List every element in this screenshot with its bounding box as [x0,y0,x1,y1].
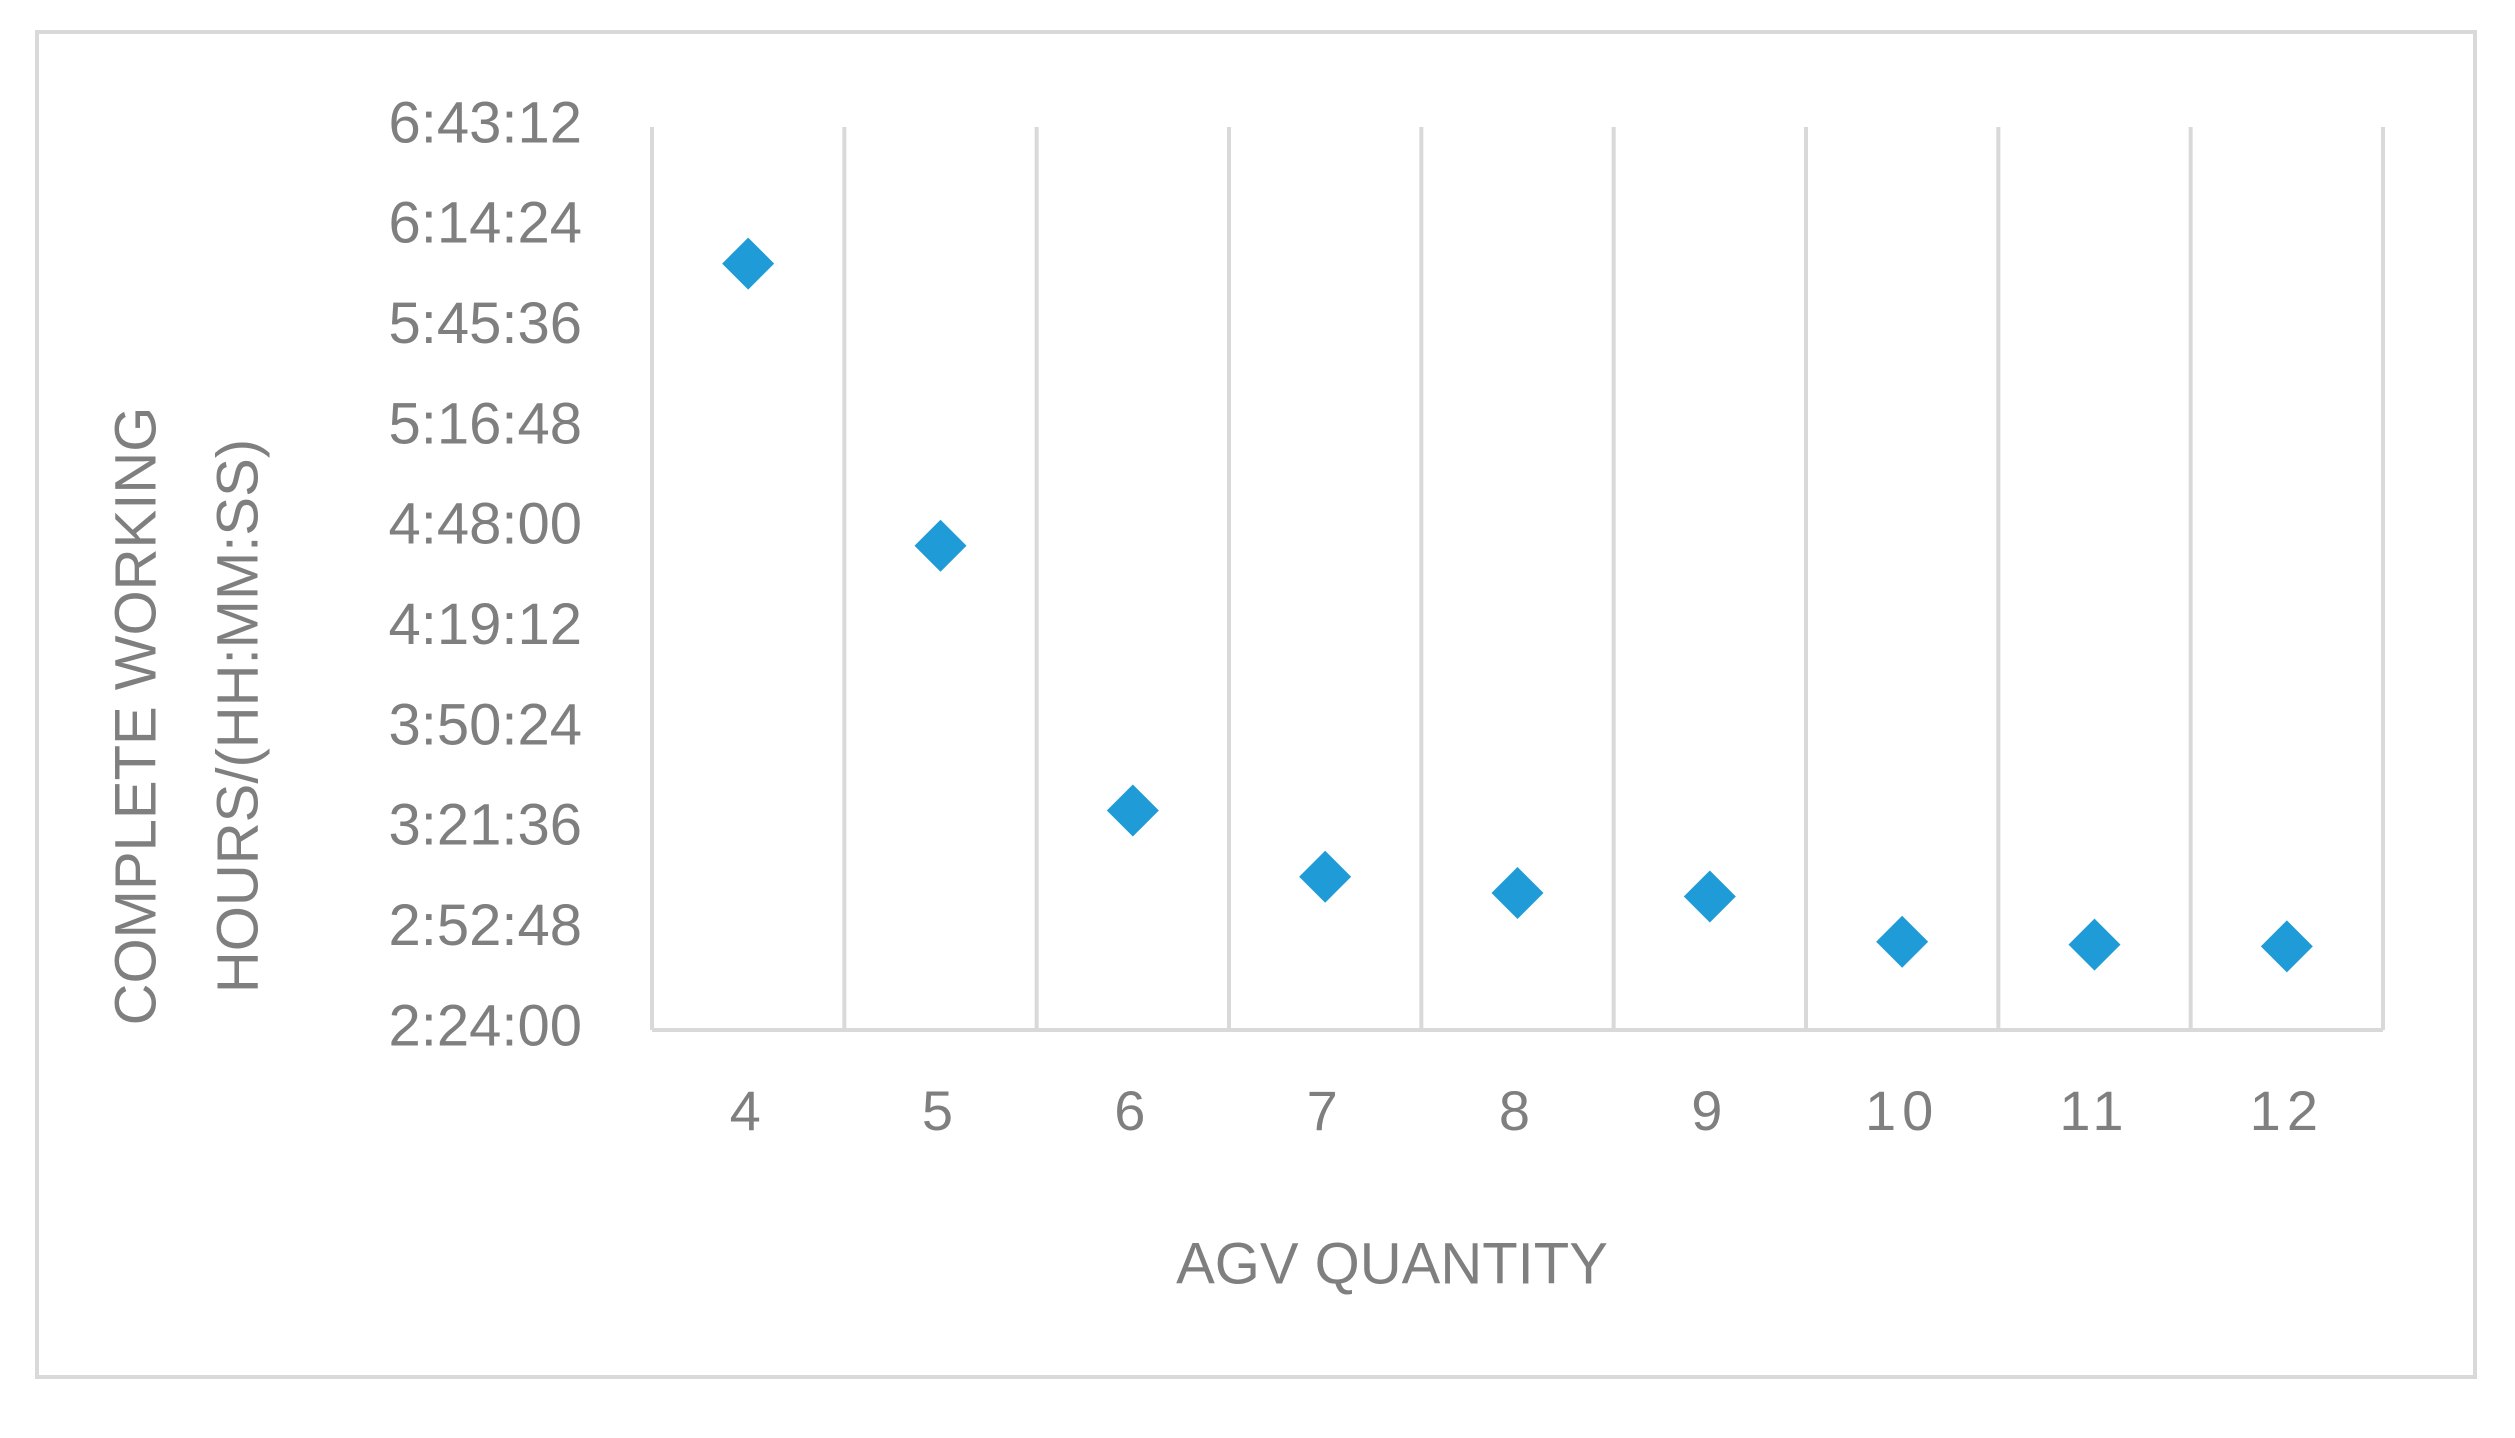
y-tick-label: 3:50:24 [388,692,582,757]
y-axis-title-line: COMPLETE WORKING [103,407,168,1026]
y-axis-title-line: HOURS/(HH:MM:SS) [205,439,270,993]
x-tick-label: 7 [1307,1079,1344,1142]
y-axis-title: COMPLETE WORKING HOURS/(HH:MM:SS) [103,407,270,1026]
data-point [1876,915,1929,968]
x-tick-label: 5 [922,1079,959,1142]
x-tick-label: 12 [2250,1079,2324,1142]
y-tick-label: 6:14:24 [388,191,582,256]
data-point [2068,918,2121,971]
y-tick-label: 4:48:00 [388,492,582,557]
data-point [1683,870,1736,923]
x-tick-label: 8 [1499,1079,1536,1142]
y-tick-label: 2:24:00 [388,993,582,1058]
data-point [1491,866,1544,919]
y-tick-label: 6:43:12 [388,90,582,155]
data-point [2260,920,2313,973]
data-point [914,519,967,572]
data-point [1106,784,1159,837]
x-tick-label: 11 [2059,1079,2129,1142]
y-tick-label: 4:19:12 [388,592,582,657]
data-point [722,237,775,290]
x-axis-title: AGV QUANTITY [1176,1231,1608,1296]
y-tick-label: 2:52:48 [388,893,582,958]
y-tick-label: 3:21:36 [388,793,582,858]
y-tick-label: 5:45:36 [388,291,582,356]
x-tick-label: 9 [1691,1079,1728,1142]
data-point [1299,850,1352,903]
x-tick-label: 6 [1114,1079,1151,1142]
chart-border [35,30,2477,1379]
x-tick-label: 4 [730,1079,767,1142]
y-tick-label: 5:16:48 [388,391,582,456]
x-tick-label: 10 [1865,1079,1939,1142]
